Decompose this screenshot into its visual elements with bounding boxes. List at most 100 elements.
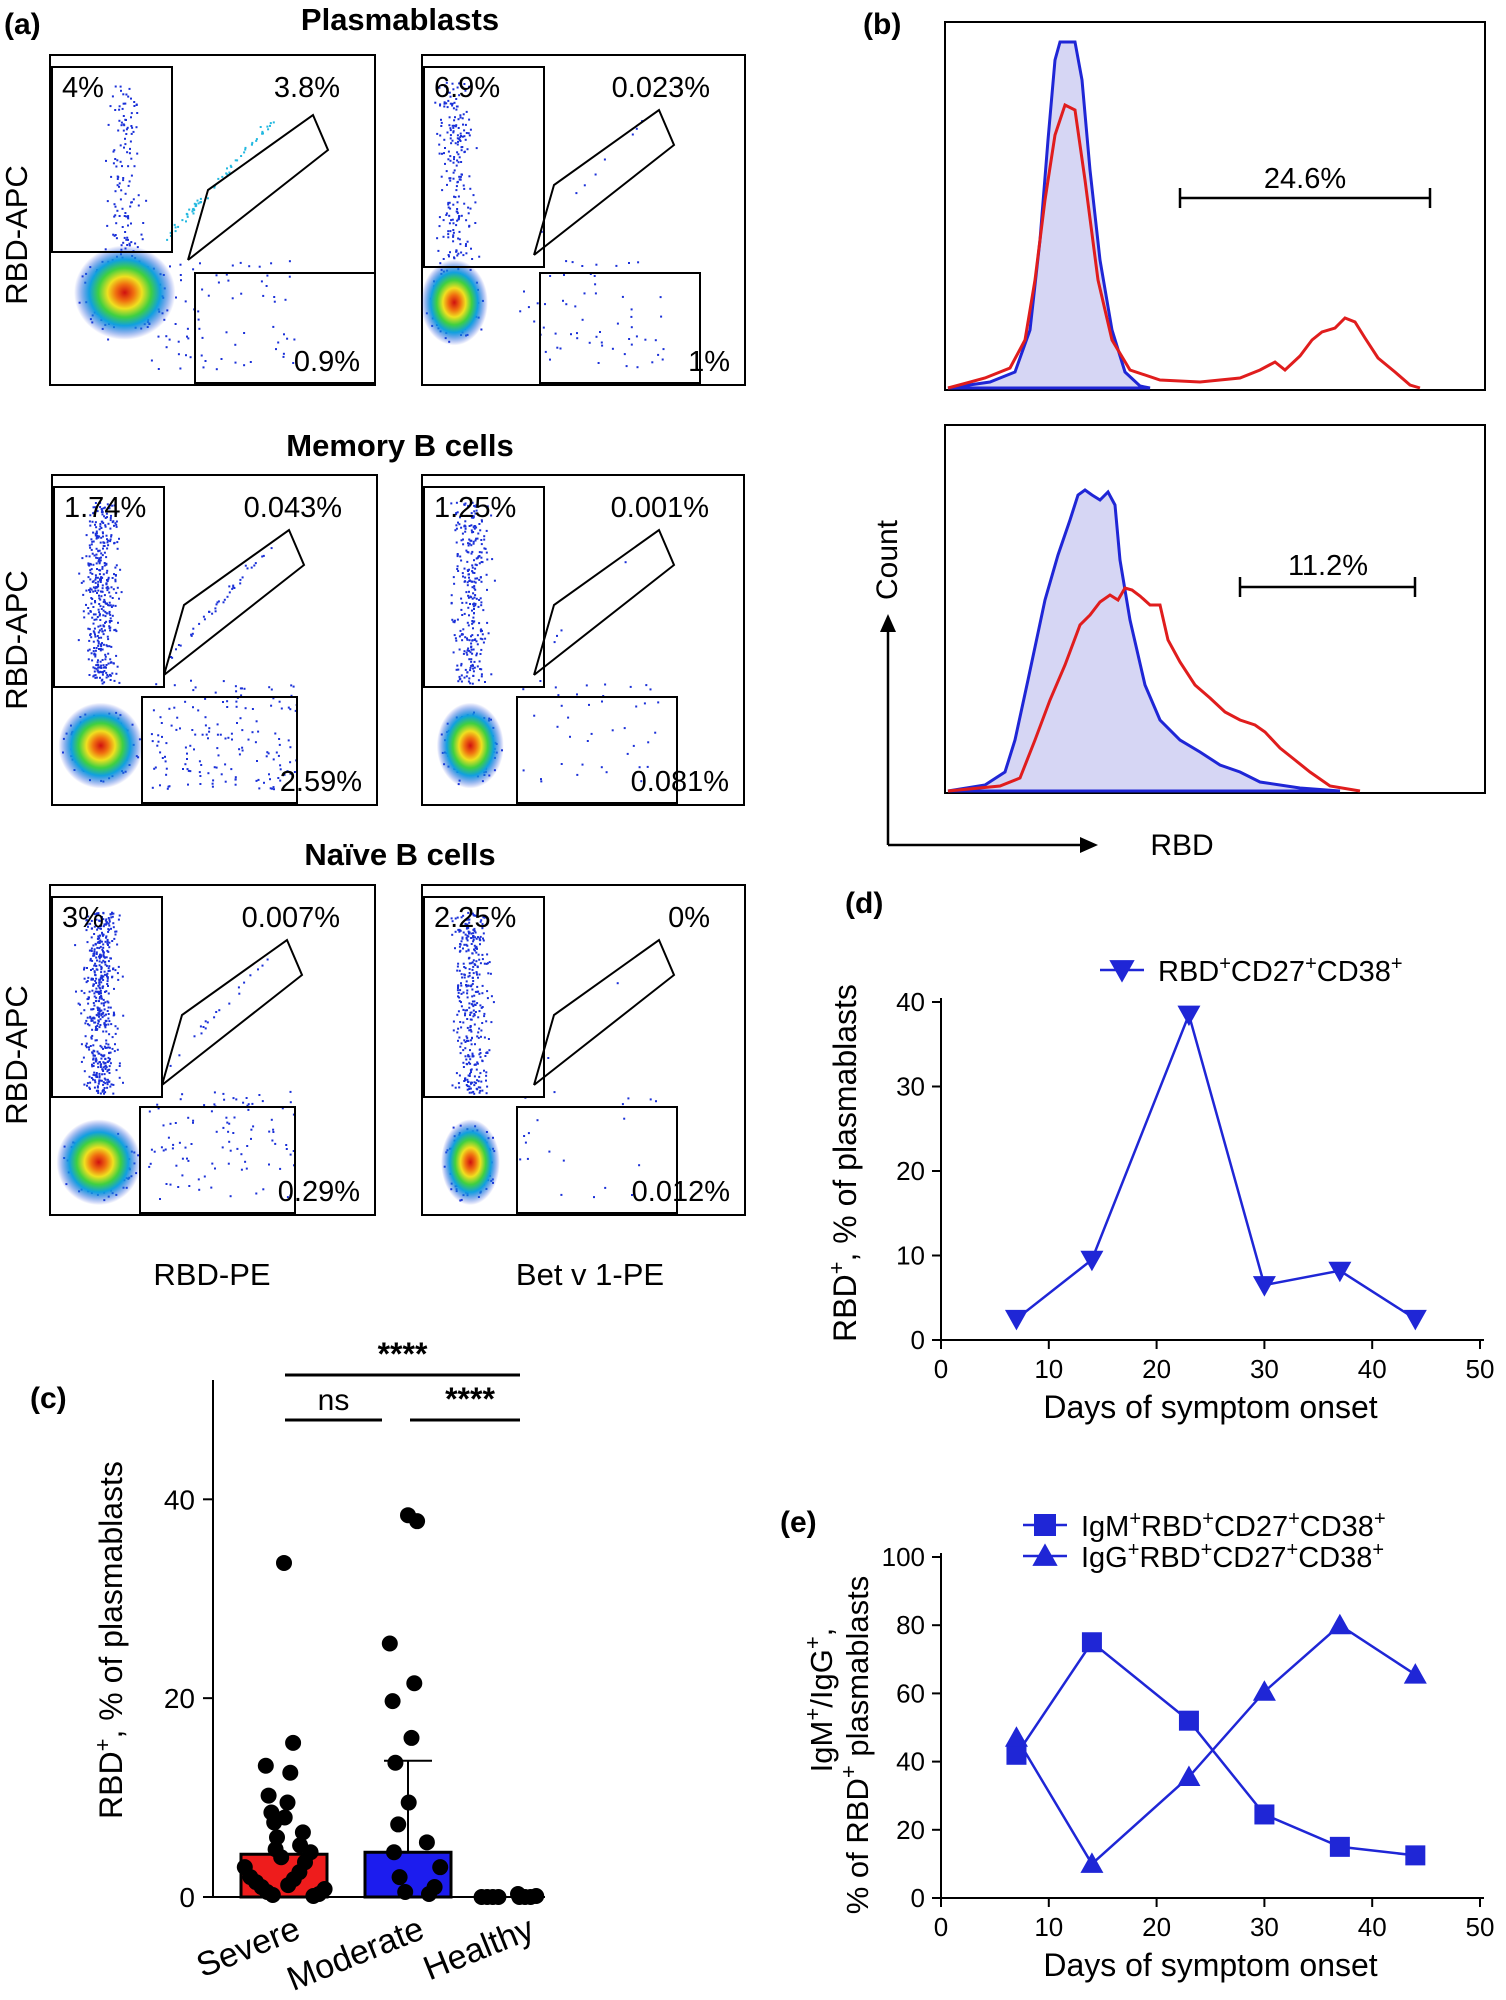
facs-event	[106, 589, 109, 592]
y-label-rbd-apc-2: RBD-APC	[0, 570, 34, 710]
facs-event	[98, 1076, 101, 1079]
facs-event	[86, 1082, 89, 1085]
facs-event	[125, 93, 128, 96]
facs-event	[89, 957, 92, 960]
facs-event	[101, 554, 104, 557]
facs-event	[472, 616, 475, 619]
facs-event	[98, 573, 101, 576]
facs-event	[447, 91, 450, 94]
facs-event	[92, 590, 95, 593]
facs-event	[103, 1054, 106, 1057]
facs-event	[109, 957, 112, 960]
facs-event	[93, 1079, 96, 1082]
facs-event	[97, 640, 100, 643]
facs-event	[105, 1020, 108, 1022]
facs-event	[110, 1023, 113, 1026]
facs-event	[95, 562, 98, 565]
facs-density-core	[436, 702, 504, 789]
facs-event	[467, 505, 469, 508]
facs-event	[100, 1053, 103, 1056]
facs-event	[115, 564, 118, 567]
facs-event	[177, 225, 180, 228]
facs-event	[480, 648, 483, 651]
facs-event	[453, 124, 455, 127]
facs-event	[474, 525, 477, 528]
facs-event	[102, 522, 105, 524]
facs-event	[581, 318, 584, 321]
facs-event	[96, 1085, 99, 1088]
facs-event	[104, 940, 107, 943]
facs-event	[186, 215, 189, 218]
facs-event	[113, 542, 116, 545]
facs-event	[187, 769, 190, 772]
facs-event	[211, 1162, 214, 1165]
facs-event	[272, 325, 275, 328]
facs-event	[104, 517, 107, 519]
facs-event	[447, 99, 450, 102]
facs-event	[451, 104, 454, 107]
facs-event	[104, 621, 106, 624]
facs-event	[455, 513, 458, 516]
facs-event	[179, 727, 181, 730]
facs-event	[215, 1011, 218, 1013]
facs-event	[94, 532, 97, 535]
facs-event	[455, 105, 458, 108]
facs-event	[203, 1104, 206, 1107]
facs-event	[100, 576, 103, 579]
facs-event	[113, 203, 116, 206]
facs-event	[103, 1008, 106, 1011]
facs-event	[151, 786, 154, 789]
facs-event	[565, 260, 568, 263]
facs-event	[100, 995, 103, 997]
facs-event	[474, 201, 477, 204]
facs-event	[473, 596, 476, 599]
facs-event	[97, 984, 100, 987]
facs-event	[105, 1039, 108, 1042]
facs-event	[109, 1085, 112, 1088]
facs-event	[472, 667, 475, 670]
facs-event	[98, 960, 101, 963]
facs-event	[101, 1090, 104, 1093]
facs-event	[104, 615, 107, 618]
facs-event	[478, 562, 481, 565]
facs-event	[454, 196, 457, 199]
facs-event	[468, 649, 471, 652]
facs-event	[114, 930, 117, 933]
facs-event	[452, 126, 455, 129]
facs-event	[92, 1054, 95, 1057]
facs-event	[88, 1048, 91, 1051]
facs-event	[585, 684, 588, 687]
facs-event	[447, 236, 450, 239]
facs-event	[107, 970, 110, 972]
facs-event	[275, 751, 278, 754]
facs-event	[95, 951, 98, 954]
facs-event	[567, 716, 570, 719]
facs-event	[468, 118, 471, 121]
facs-event	[485, 551, 488, 554]
facs-event	[137, 194, 140, 197]
facs-event	[107, 338, 110, 341]
facs-event	[283, 773, 286, 776]
facs-event	[98, 978, 101, 981]
facs-event	[457, 218, 460, 221]
facs-event	[449, 102, 452, 105]
facs-event	[105, 1030, 108, 1033]
facs-event	[98, 986, 101, 989]
facs-event	[101, 933, 104, 936]
facs-event	[289, 746, 292, 749]
facs-event	[456, 664, 459, 667]
facs-event	[439, 104, 441, 107]
facs-event	[92, 630, 95, 633]
facs-event	[240, 1168, 243, 1171]
facs-event	[215, 766, 218, 769]
facs-event	[164, 755, 166, 758]
facs-event	[480, 668, 483, 671]
facs-event	[611, 729, 614, 732]
facs-event	[273, 300, 276, 303]
facs-event	[228, 171, 231, 174]
facs-event	[169, 1183, 172, 1186]
facs-event	[179, 263, 182, 266]
facs-event	[100, 968, 103, 971]
facs-event	[454, 125, 457, 128]
facs-event	[465, 651, 468, 654]
